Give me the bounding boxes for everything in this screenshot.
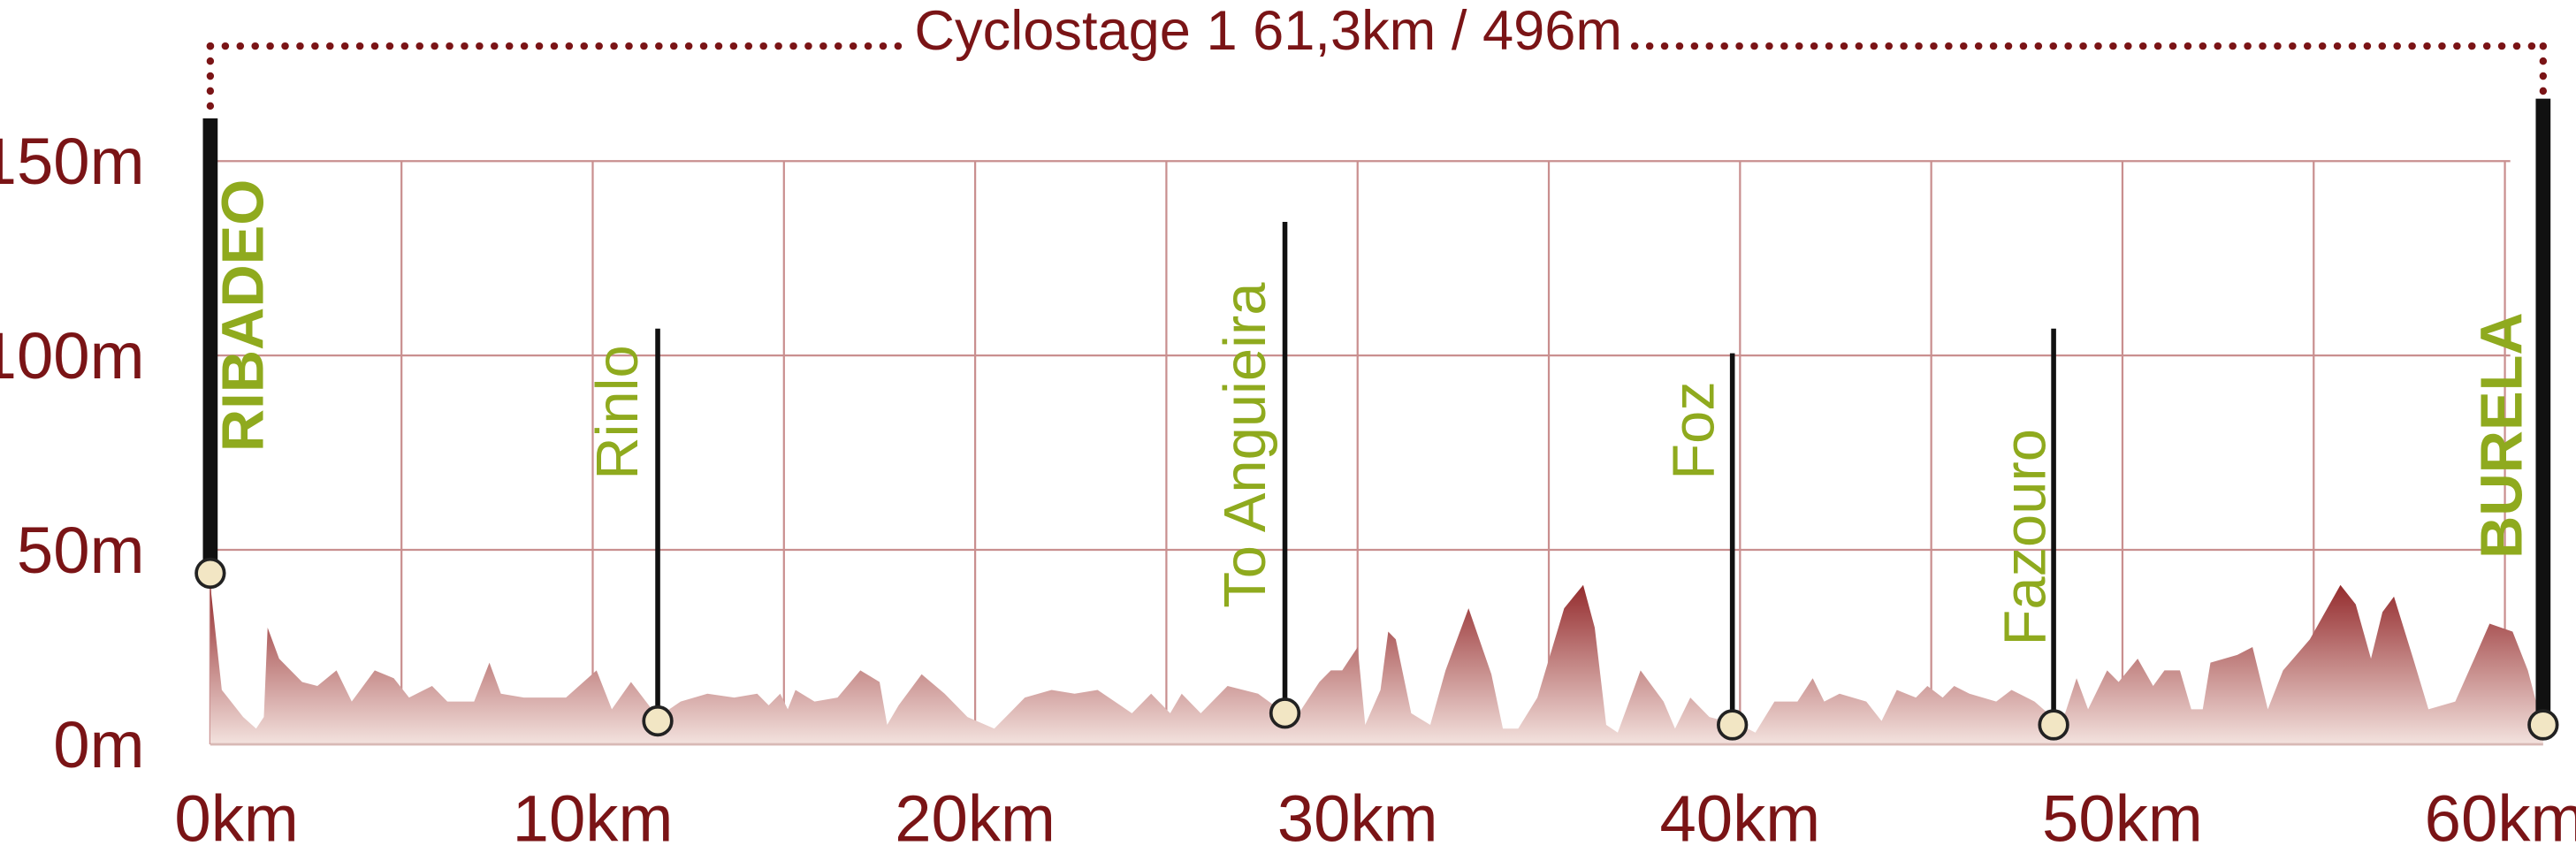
waypoint-label: BURELA bbox=[2469, 312, 2535, 559]
x-tick-label: 20km bbox=[895, 782, 1056, 856]
y-tick-label: 150m bbox=[0, 125, 145, 198]
x-tick-label: 10km bbox=[513, 782, 674, 856]
x-tick-label: 50km bbox=[2042, 782, 2203, 856]
waypoint-marker bbox=[2527, 709, 2559, 741]
waypoint-label: Rinlo bbox=[584, 345, 651, 479]
waypoint-marker bbox=[1717, 709, 1749, 741]
x-tick-label: 0km bbox=[174, 782, 298, 856]
waypoint-label: To Anguieira bbox=[1212, 282, 1278, 608]
x-tick-label: 40km bbox=[1659, 782, 1820, 856]
y-tick-label: 100m bbox=[0, 319, 145, 392]
waypoint-marker bbox=[1269, 697, 1301, 729]
waypoint-label: RIBADEO bbox=[210, 179, 276, 452]
waypoint-marker bbox=[2038, 709, 2069, 741]
waypoint-label: Foz bbox=[1660, 381, 1726, 480]
waypoint-label: Fazouro bbox=[1993, 429, 2059, 645]
elevation-area bbox=[210, 584, 2543, 744]
y-tick-label: 0m bbox=[53, 708, 144, 781]
x-tick-label: 60km bbox=[2425, 782, 2576, 856]
x-tick-label: 30km bbox=[1277, 782, 1438, 856]
waypoint-marker bbox=[194, 557, 226, 590]
waypoint-marker bbox=[642, 705, 674, 737]
chart-title: Cyclostage 1 61,3km / 496m bbox=[914, 0, 1622, 62]
y-tick-label: 50m bbox=[17, 514, 145, 587]
